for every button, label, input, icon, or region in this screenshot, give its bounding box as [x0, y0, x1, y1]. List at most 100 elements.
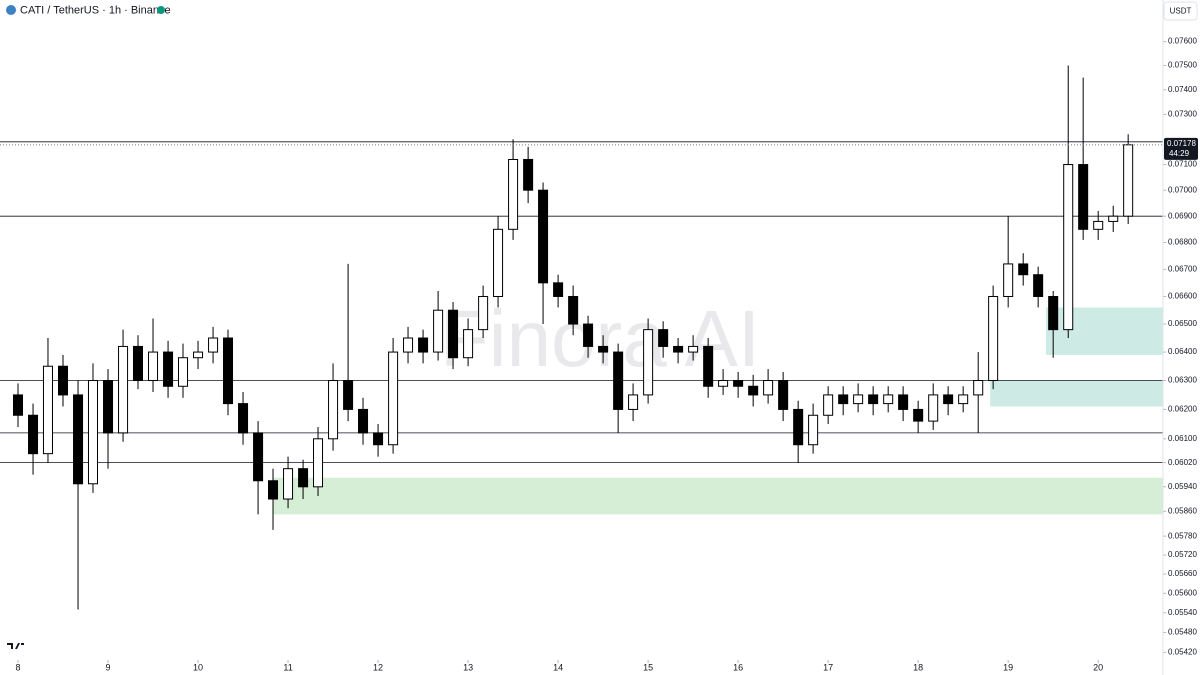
x-tick-label: 11 [283, 662, 292, 672]
x-tick-label: 13 [463, 662, 473, 672]
candle-body [28, 414, 39, 455]
candle-body [103, 380, 114, 434]
candle-body [688, 345, 699, 353]
candle-body [1003, 263, 1014, 297]
candle-body [748, 385, 759, 396]
candle-body [1108, 215, 1119, 222]
y-tick-label: 0.07100 [1168, 160, 1197, 169]
candle-body [493, 228, 504, 297]
x-tick-label: 20 [1093, 662, 1103, 672]
candle-body [778, 380, 789, 410]
y-tick-label: 0.05720 [1168, 550, 1197, 559]
y-tick-label: 0.06700 [1168, 264, 1197, 273]
candle-body [58, 365, 69, 396]
candle-body [793, 408, 804, 446]
candle-body [343, 380, 354, 410]
symbol-icon [6, 5, 16, 15]
candle-body [283, 468, 294, 500]
candle-body [553, 282, 564, 297]
y-tick-label: 0.06900 [1168, 211, 1197, 220]
logo [7, 643, 24, 649]
candle-body [268, 480, 279, 500]
candle-body [883, 394, 894, 405]
x-tick-label: 15 [643, 662, 653, 672]
y-tick-label: 0.06100 [1168, 434, 1197, 443]
y-tick-label: 0.05660 [1168, 569, 1197, 578]
candle-body [838, 394, 849, 405]
candle-body [132, 345, 144, 382]
candle-body [87, 380, 98, 485]
candle-body [598, 345, 609, 353]
y-tick-label: 0.07000 [1168, 185, 1197, 194]
candle-body [718, 380, 729, 387]
candle-body [763, 380, 774, 396]
candle-body [673, 345, 684, 353]
price-tag-label: 0.07178 [1167, 139, 1196, 148]
y-tick-label: 0.07500 [1168, 61, 1197, 70]
candle-body [658, 329, 669, 347]
chart-title: CATI / TetherUS · 1h · Binance [20, 4, 171, 16]
candle-body [1093, 220, 1104, 230]
x-tick-label: 8 [15, 662, 20, 672]
candle-body [928, 394, 939, 422]
y-tick-label: 0.06800 [1168, 238, 1197, 247]
x-tick-label: 18 [913, 662, 923, 672]
candle-body [73, 394, 84, 485]
y-tick-label: 0.05600 [1168, 588, 1197, 597]
candle-body [943, 394, 954, 405]
countdown: 44:29 [1169, 149, 1190, 158]
x-tick-label: 19 [1003, 662, 1013, 672]
candle-body [193, 351, 204, 359]
x-tick-label: 16 [733, 662, 743, 672]
x-tick-label: 14 [553, 662, 563, 672]
candle-body [163, 351, 174, 387]
zones-layer [272, 307, 1163, 515]
candle-body [12, 394, 24, 416]
candle-body [448, 309, 459, 359]
candle-body [1018, 263, 1029, 276]
candle-body [222, 337, 234, 405]
candle-body [868, 394, 879, 405]
y-tick-label: 0.07400 [1168, 85, 1197, 94]
candle-body [853, 394, 864, 405]
y-tick-label: 0.06200 [1168, 405, 1197, 414]
candle-body [463, 329, 474, 359]
candle-body [238, 403, 249, 434]
candle-body [208, 337, 219, 353]
x-tick-label: 17 [823, 662, 833, 672]
candle-body [973, 380, 984, 396]
candle-body [42, 365, 53, 455]
y-tick-label: 0.06400 [1168, 347, 1197, 356]
currency-button[interactable] [1163, 1, 1198, 21]
candle-body [538, 189, 549, 284]
plot-layer: 0.07600 0.07500 0.07400 0.07300 0.07100 0.070… [0, 37, 1198, 672]
candle-body [643, 329, 654, 396]
y-tick-label: 0.05480 [1168, 628, 1197, 637]
y-tick-label: 0.06500 [1168, 319, 1197, 328]
candle-body [118, 345, 129, 434]
x-tick-label: 10 [193, 662, 203, 672]
candle-body [508, 158, 519, 230]
candle-body [1123, 144, 1134, 217]
y-tick-label: 0.06300 [1168, 376, 1197, 385]
candle-body [568, 295, 579, 325]
candle-body [403, 337, 414, 353]
candle-body [418, 337, 429, 353]
candle-body [628, 394, 639, 410]
y-tick-label: 0.07300 [1168, 109, 1197, 118]
x-tick-label: 12 [373, 662, 383, 672]
zone [272, 477, 1163, 515]
candle-body [958, 394, 969, 405]
y-tick-label: 0.05420 [1168, 647, 1197, 656]
candle-body [433, 309, 444, 353]
candle-body [808, 414, 819, 446]
candle-body [1063, 164, 1074, 331]
y-tick-label: 0.06600 [1168, 292, 1197, 301]
candle-body [253, 432, 264, 482]
candle-body [523, 158, 534, 191]
candle-body [373, 432, 384, 446]
candle-body [703, 345, 714, 387]
y-tick-label: 0.06020 [1168, 458, 1197, 467]
candle-body [298, 468, 309, 488]
